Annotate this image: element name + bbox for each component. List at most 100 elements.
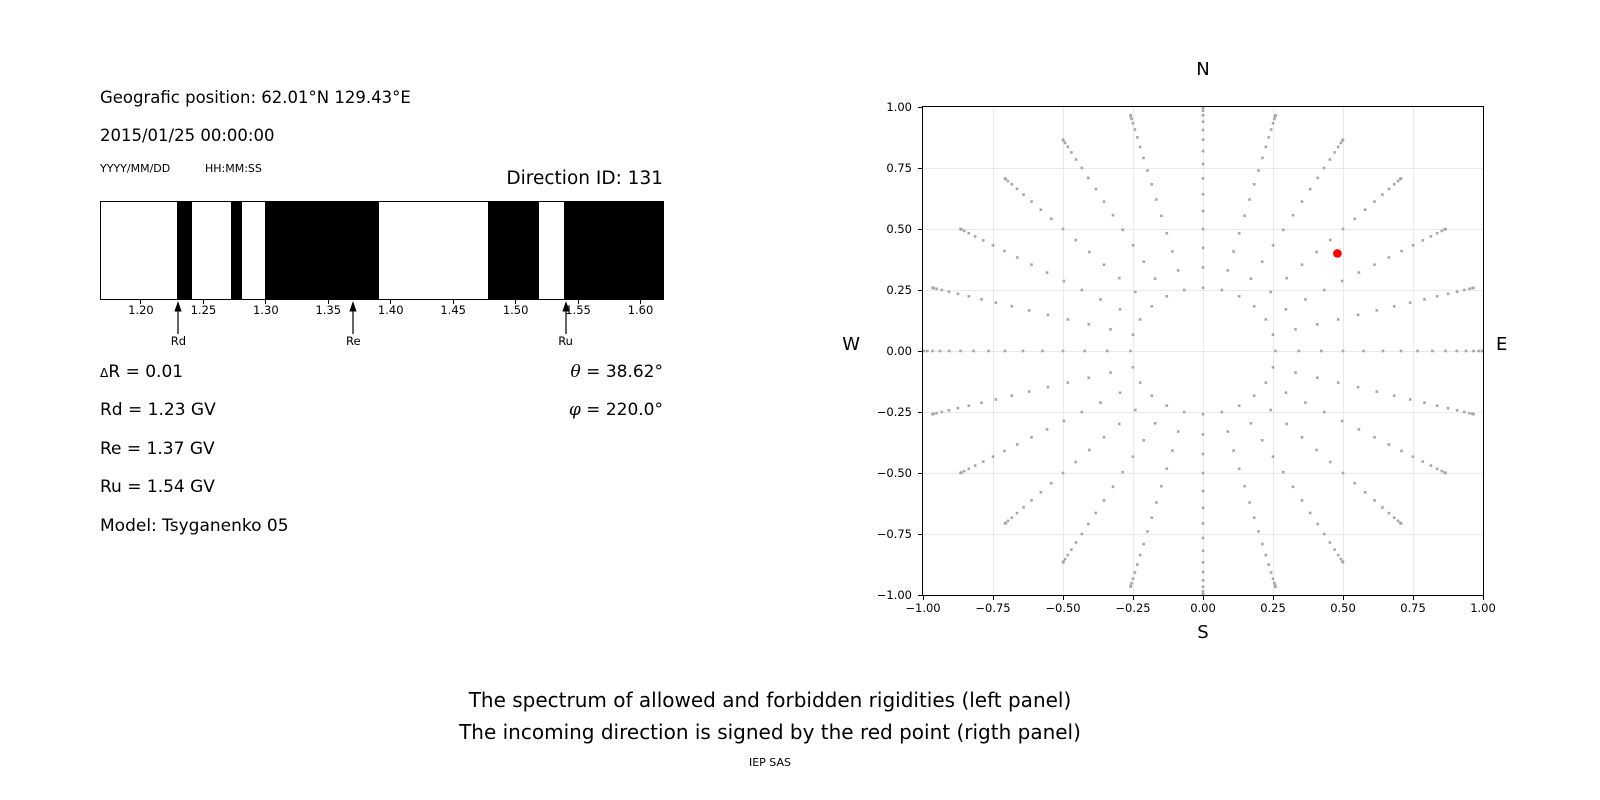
direction-dot [1039,208,1043,211]
marker-label-rd: Rd [170,334,187,348]
direction-dot [1153,422,1157,425]
direction-dot [1304,298,1307,301]
direction-dot [1083,349,1086,353]
direction-dot [1269,290,1272,294]
direction-dot [1201,109,1205,112]
direction-dot [1138,553,1142,557]
gridline-horizontal [923,533,1483,535]
direction-dot [1201,433,1205,436]
direction-dot [1243,484,1246,488]
direction-dot [1396,519,1400,523]
datetime-text: 2015/01/25 00:00:00 [100,126,275,145]
direction-dot [1392,183,1396,186]
x-tick-mark [515,300,517,304]
direction-dot [1440,229,1444,233]
direction-dot [1201,489,1205,493]
direction-dot [1472,412,1475,416]
direction-dot [1462,288,1466,292]
direction-dot [1109,371,1112,374]
x-tick-mark [390,300,392,304]
direction-dot [1045,271,1049,274]
phi-text: = 220.0° [580,400,663,420]
x-tick-mark [922,596,924,600]
direction-dot [1373,200,1376,203]
direction-dot [1455,290,1459,293]
direction-dot [1201,266,1205,269]
direction-dot [1300,436,1304,439]
direction-dot [1080,532,1084,536]
direction-dot [959,227,962,231]
direction-dot [926,349,929,353]
x-tick-label: 1.30 [253,303,279,317]
direction-dot [1030,436,1033,439]
direction-dot [1201,452,1205,456]
x-tick-label: 1.45 [440,303,466,317]
x-tick-mark [1202,596,1204,600]
compass-south-label: S [1197,622,1209,643]
direction-dot [1074,541,1078,544]
direction-dot [994,301,998,304]
direction-dot [1201,585,1205,588]
direction-dot [1267,136,1270,139]
direction-dot [1160,484,1163,488]
direction-dot [1421,239,1425,242]
direction-dot [1003,177,1007,180]
direction-dot [1400,449,1403,453]
direction-dot [1165,404,1169,407]
direction-dot [1130,581,1133,585]
y-tick-mark [918,411,922,413]
direction-dot [1129,349,1132,353]
x-tick-label: 0.75 [1400,601,1426,615]
direction-dot [1027,390,1031,393]
direction-dot [973,235,977,238]
direction-dot [981,239,985,242]
direction-dot [1468,287,1471,291]
direction-dot [1399,522,1403,525]
direction-dot [1477,349,1480,353]
direction-dot [1353,481,1356,485]
direction-dot [1015,256,1019,259]
direction-dot [1387,443,1391,446]
direction-dot [1341,349,1345,353]
direction-dot [1260,260,1264,263]
direction-dot [1201,209,1205,213]
direction-dot [1455,349,1459,353]
geographic-position-text: Geografic position: 62.01°N 129.43°E [100,88,411,107]
direction-dot [1322,532,1326,536]
direction-dot [1118,276,1121,280]
direction-dot [1481,349,1483,353]
compass-west-label: W [842,334,860,355]
direction-dot [1472,349,1475,353]
direction-dot [1015,443,1019,446]
direction-dot [1294,328,1297,331]
y-tick-mark [918,350,922,352]
rigidity-spectrum-plot [100,201,664,300]
direction-dot [1273,581,1276,585]
direction-dot [1010,516,1014,519]
direction-dot [1435,404,1439,407]
direction-dot [1429,464,1433,467]
direction-dot [1300,263,1304,266]
direction-dot [1444,471,1447,475]
direction-dot [1133,571,1137,574]
direction-dot [1201,561,1205,564]
direction-dot [1356,313,1360,317]
direction-dot [1462,410,1466,414]
direction-dot [1105,349,1109,353]
gridline-horizontal [923,289,1483,291]
direction-dot [1387,256,1391,259]
direction-dot [1271,577,1275,580]
direction-dot [1226,269,1230,272]
direction-dot [1416,349,1419,353]
direction-dot [1201,522,1205,525]
direction-dot [1423,401,1426,404]
y-tick-label: 0.50 [886,221,912,236]
x-tick-label: 1.20 [128,303,154,317]
x-tick-mark [202,300,204,304]
re-value: Re = 1.37 GV [100,439,215,459]
direction-dot [967,295,971,298]
direction-dot [1102,200,1106,203]
gridline-horizontal [923,411,1483,413]
direction-dot [1341,138,1345,141]
direction-dot [1062,279,1066,283]
